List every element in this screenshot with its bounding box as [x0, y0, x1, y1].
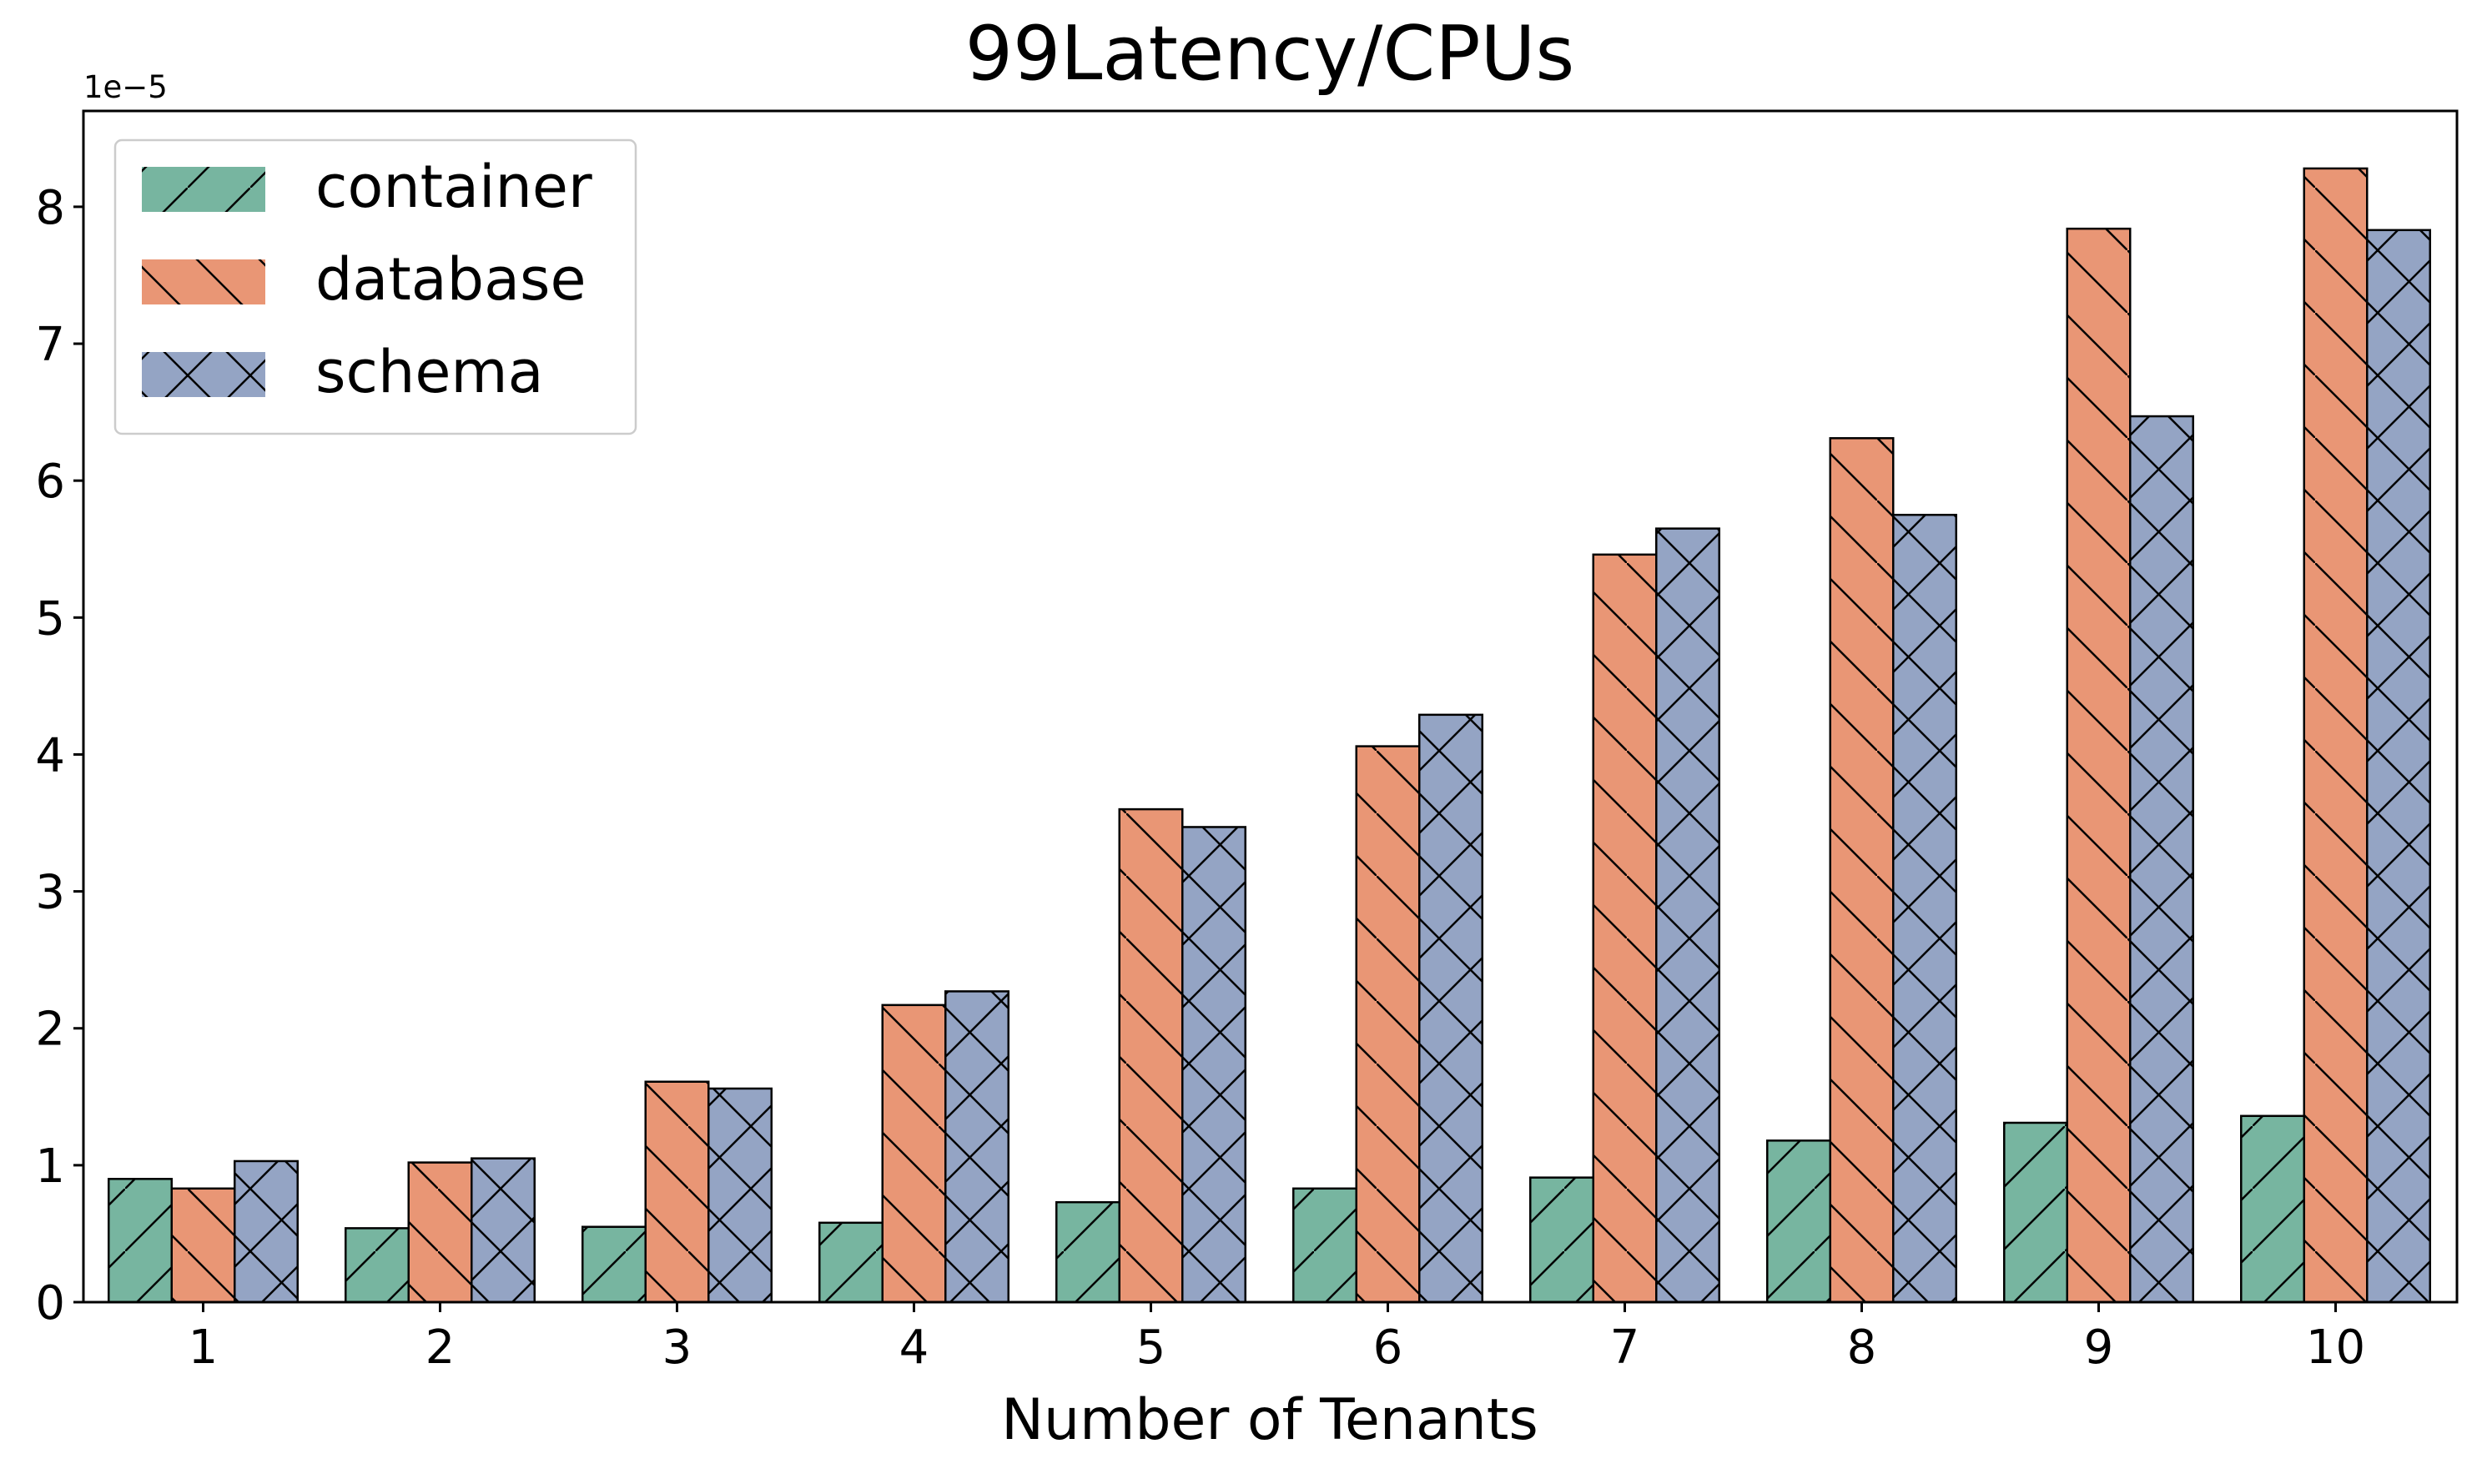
legend-label-schema: schema: [315, 338, 543, 406]
bar-schema-9: [2129, 415, 2194, 1304]
bar-container-7: [1529, 1176, 1594, 1304]
bar-container-2: [345, 1227, 410, 1304]
y-tick-label: 8: [35, 181, 65, 235]
x-tick-label: 7: [1610, 1321, 1640, 1375]
bar-schema-2: [471, 1157, 536, 1304]
x-tick-label: 6: [1373, 1321, 1403, 1375]
bar-schema-6: [1418, 713, 1483, 1304]
axis-layer: 0 1 2 3 4 5 6 7 8 1 2 3 4 5 6 7 8 9 10: [35, 181, 2365, 1375]
bar-database-7: [1592, 553, 1658, 1304]
x-tick-label: 10: [2306, 1321, 2365, 1375]
x-tick-label: 4: [899, 1321, 929, 1375]
bar-schema-5: [1181, 826, 1246, 1304]
x-tick-label: 8: [1847, 1321, 1877, 1375]
y-tick-label: 0: [35, 1276, 65, 1331]
bar-container-9: [2003, 1121, 2068, 1304]
x-tick-label: 5: [1136, 1321, 1166, 1375]
x-axis-label: Number of Tenants: [1001, 1387, 1538, 1453]
x-tick-label: 9: [2084, 1321, 2114, 1375]
bar-schema-3: [707, 1087, 773, 1304]
legend-label-container: container: [315, 153, 592, 221]
bar-database-9: [2066, 227, 2132, 1304]
bar-container-3: [581, 1225, 647, 1304]
bar-schema-1: [234, 1160, 299, 1304]
y-tick-label: 4: [35, 728, 65, 782]
y-tick-label: 7: [35, 318, 65, 372]
y-tick-label: 1: [35, 1139, 65, 1194]
bar-database-2: [407, 1161, 473, 1304]
bar-schema-7: [1655, 527, 1720, 1304]
bar-database-8: [1829, 437, 1895, 1304]
bar-database-10: [2303, 167, 2369, 1304]
bar-database-1: [170, 1187, 236, 1304]
bar-container-6: [1292, 1187, 1357, 1304]
legend-swatch-schema: [142, 352, 265, 397]
bar-database-3: [644, 1080, 710, 1304]
legend: container database schema: [113, 138, 637, 435]
bar-schema-10: [2366, 229, 2431, 1304]
chart-title: 99Latency/CPUs: [965, 10, 1574, 98]
bar-database-4: [881, 1004, 947, 1304]
bar-container-10: [2240, 1114, 2305, 1304]
bars-layer: [108, 167, 2431, 1304]
bar-container-5: [1055, 1200, 1120, 1304]
y-tick-label: 5: [35, 591, 65, 646]
y-tick-label: 6: [35, 455, 65, 509]
legend-label-database: database: [315, 245, 587, 314]
legend-swatch-container: [142, 167, 265, 212]
bar-container-4: [818, 1221, 884, 1304]
y-offset-label: 1e−5: [83, 69, 168, 105]
bar-schema-4: [944, 990, 1009, 1304]
bar-container-1: [108, 1178, 173, 1304]
y-tick-label: 3: [35, 866, 65, 920]
bar-schema-8: [1892, 513, 1957, 1304]
x-tick-label: 2: [425, 1321, 456, 1375]
bar-database-6: [1355, 745, 1421, 1304]
x-tick-label: 1: [189, 1321, 219, 1375]
bar-container-8: [1766, 1139, 1831, 1304]
bar-database-5: [1118, 807, 1184, 1304]
plot-frame: [82, 109, 2459, 1304]
legend-swatch-database: [142, 259, 265, 304]
y-tick-label: 2: [35, 1003, 65, 1057]
x-tick-label: 3: [662, 1321, 692, 1375]
